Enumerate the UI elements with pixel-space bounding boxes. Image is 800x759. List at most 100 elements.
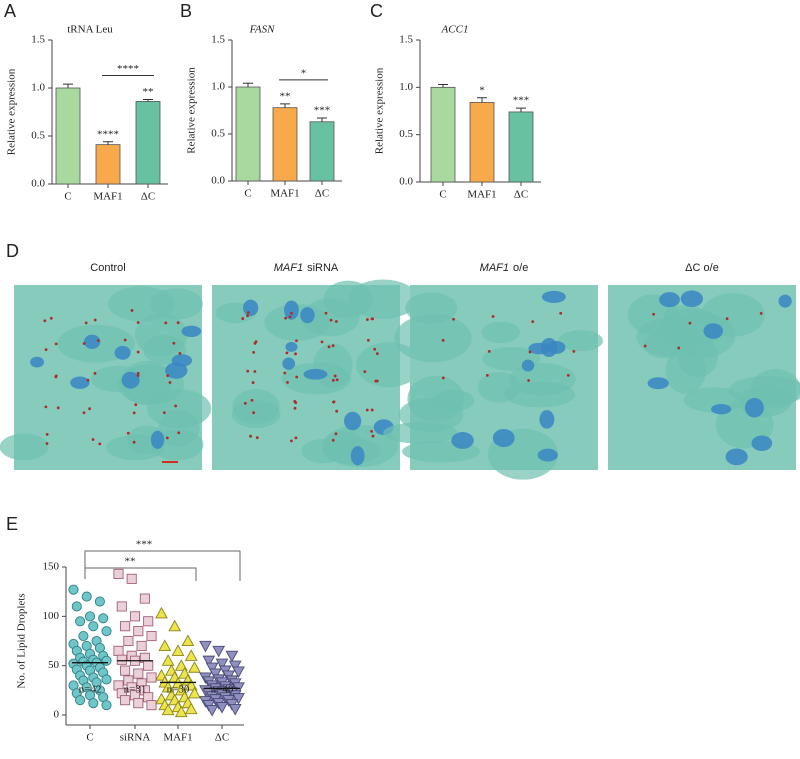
lipid-droplet — [130, 309, 134, 312]
y-tick-label: 1.5 — [211, 34, 225, 46]
lipid-droplet — [172, 341, 176, 345]
lipid-droplet — [329, 318, 333, 322]
x-tick-label: ΔC — [141, 191, 155, 203]
lipid-droplet — [327, 345, 331, 349]
x-tick-label: siRNA — [120, 732, 151, 744]
lipid-droplet — [759, 311, 763, 315]
lipid-droplet — [335, 409, 339, 413]
micrograph-title: ΔC o/e — [685, 262, 719, 274]
data-point — [232, 693, 245, 705]
x-tick-label: ΔC — [514, 189, 528, 201]
lipid-droplet — [688, 321, 692, 325]
count-label: n=30 — [167, 684, 190, 696]
nucleus — [83, 334, 101, 349]
y-tick-label: 0.5 — [211, 128, 225, 140]
x-tick-label: ΔC — [315, 188, 329, 200]
data-point — [161, 654, 175, 666]
bar — [309, 121, 335, 182]
lipid-droplet — [452, 317, 455, 321]
nucleus — [528, 342, 551, 355]
lipid-droplet — [253, 341, 257, 345]
y-tick-label: 0.5 — [31, 130, 45, 142]
lipid-droplet — [363, 370, 367, 374]
lipid-droplet — [93, 371, 97, 375]
micrograph — [212, 279, 422, 470]
nucleus — [350, 446, 365, 466]
x-tick-label: C — [86, 732, 93, 744]
nucleus — [725, 448, 748, 466]
x-tick-label: MAF1 — [270, 188, 299, 200]
cell — [232, 389, 280, 424]
lipid-droplet — [528, 350, 532, 354]
micrograph-title: Control — [90, 262, 125, 274]
micrograph — [0, 285, 212, 470]
micrograph-title: MAF1 siRNA — [274, 262, 339, 274]
significance: * — [479, 84, 485, 96]
lipid-droplet — [255, 436, 259, 440]
nucleus — [778, 294, 792, 308]
micrograph — [383, 285, 604, 480]
lipid-droplet — [286, 380, 289, 384]
lipid-droplet — [290, 439, 293, 443]
error-bar — [516, 107, 526, 112]
title-gene: MAF1 — [480, 262, 509, 274]
data-point — [158, 639, 172, 651]
data-point — [116, 654, 127, 665]
lipid-droplet — [253, 370, 257, 373]
lipid-droplet — [49, 316, 53, 320]
y-tick-label: 1.0 — [31, 82, 45, 94]
significance: *** — [314, 105, 331, 117]
lipid-droplet — [56, 406, 60, 410]
data-point — [126, 573, 137, 584]
x-tick-label: C — [439, 189, 446, 201]
data-point — [68, 584, 79, 595]
cell — [728, 376, 800, 406]
lipid-droplet — [293, 406, 297, 410]
nucleus — [680, 290, 703, 307]
cell — [481, 321, 521, 344]
data-point — [228, 660, 242, 673]
nucleus — [181, 325, 202, 338]
nucleus — [537, 448, 558, 462]
lipid-droplet — [487, 349, 491, 353]
lipid-droplet — [370, 408, 374, 412]
lipid-droplet — [250, 398, 254, 402]
lipid-droplet — [491, 315, 495, 318]
lipid-droplet — [295, 375, 299, 379]
cell — [106, 434, 165, 461]
nucleus — [539, 410, 555, 429]
nucleus — [659, 292, 680, 308]
lipid-droplet — [366, 318, 369, 321]
data-point — [101, 700, 112, 711]
nucleus — [541, 290, 566, 303]
lipid-droplet — [177, 431, 181, 435]
data-point — [88, 621, 99, 632]
count-label: n=42 — [79, 684, 102, 696]
lipid-droplet — [559, 311, 563, 315]
nucleus — [703, 323, 724, 339]
lipid-droplet — [243, 401, 247, 405]
bar — [469, 102, 495, 183]
error-bar — [243, 82, 253, 87]
nucleus — [114, 345, 131, 360]
lipid-droplet — [44, 348, 48, 352]
nucleus — [521, 359, 535, 372]
error-bar — [438, 83, 448, 88]
chart-title: FASN — [249, 24, 276, 36]
nucleus — [121, 371, 140, 389]
lipid-droplet — [82, 342, 86, 345]
lipid-droplet — [86, 378, 90, 382]
y-axis-label: Relative expression — [186, 67, 198, 154]
lipid-droplet — [96, 339, 100, 342]
lipid-droplet — [320, 340, 324, 344]
x-tick-label: MAF1 — [467, 189, 496, 201]
lipid-droplet — [370, 317, 374, 321]
lipid-droplet — [91, 438, 95, 441]
y-tick-label: 0.0 — [211, 175, 225, 187]
lipid-droplet — [168, 381, 172, 384]
data-point — [215, 702, 229, 714]
data-point — [205, 662, 219, 675]
lipid-droplet — [123, 338, 127, 342]
lipid-droplet — [725, 317, 729, 321]
count-label: n=40 — [211, 684, 234, 696]
